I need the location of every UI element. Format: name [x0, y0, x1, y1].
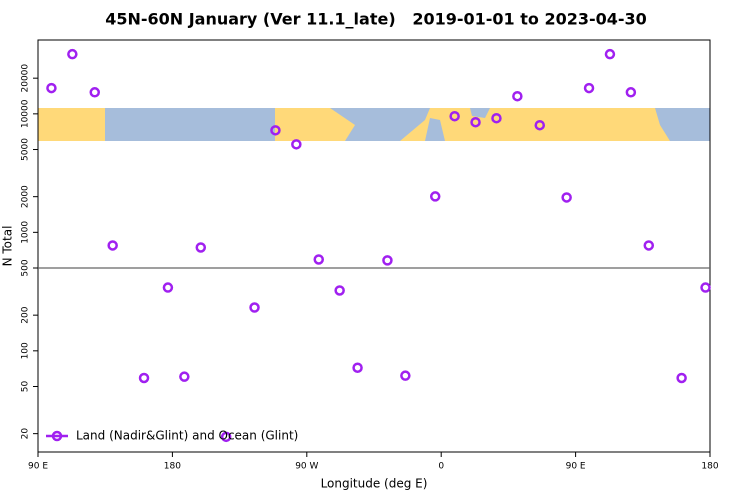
point: [270, 125, 281, 136]
point: [249, 302, 260, 313]
point: [449, 110, 460, 122]
point: [195, 242, 207, 253]
y-axis-label: N Total: [1, 226, 15, 267]
point: [382, 255, 393, 266]
point: [676, 372, 687, 384]
point: [291, 139, 302, 150]
point: [429, 191, 441, 202]
point: [643, 240, 655, 251]
y-tick-label: 200: [21, 306, 31, 323]
x-tick-label: 180: [164, 462, 181, 472]
x-tick-label: 90 E: [28, 462, 48, 472]
y-tick-label: 20000: [21, 64, 31, 93]
legend-label: Land (Nadir&Glint) and Ocean (Glint): [76, 429, 298, 443]
x-tick-label: 90 W: [295, 462, 318, 472]
y-tick-label: 10000: [21, 99, 31, 128]
point: [107, 240, 118, 251]
y-tick-label: 1000: [21, 221, 31, 244]
point: [583, 82, 595, 94]
point: [470, 116, 481, 128]
point: [179, 371, 190, 382]
x-tick-label: 0: [438, 462, 444, 472]
point: [220, 431, 232, 443]
point: [700, 282, 711, 293]
point: [604, 48, 616, 60]
plot-frame: [37, 39, 711, 453]
point: [138, 372, 150, 384]
point: [400, 370, 411, 381]
point: [534, 119, 546, 131]
point: [625, 87, 637, 98]
point: [491, 112, 502, 124]
x-tick-label: 90 E: [566, 462, 586, 472]
y-tick-label: 50: [21, 380, 31, 392]
point: [67, 48, 78, 60]
chart-title: 45N-60N January (Ver 11.1_late) 2019-01-…: [105, 10, 647, 29]
x-axis-label: Longitude (deg E): [321, 477, 428, 491]
x-tick-label: 180: [701, 462, 718, 472]
point: [89, 87, 100, 98]
point: [162, 282, 174, 293]
y-tick-label: 5000: [21, 138, 31, 161]
point: [46, 82, 57, 94]
y-tick-label: 500: [21, 259, 31, 276]
point: [352, 362, 363, 373]
point: [334, 285, 345, 296]
y-tick-label: 100: [21, 342, 31, 359]
y-tick-label: 20: [21, 428, 31, 440]
map-strip: [38, 108, 710, 141]
point: [313, 254, 324, 265]
point: [512, 90, 523, 102]
point: [561, 192, 572, 203]
legend-marker: [51, 430, 63, 442]
y-tick-label: 2000: [21, 185, 31, 208]
